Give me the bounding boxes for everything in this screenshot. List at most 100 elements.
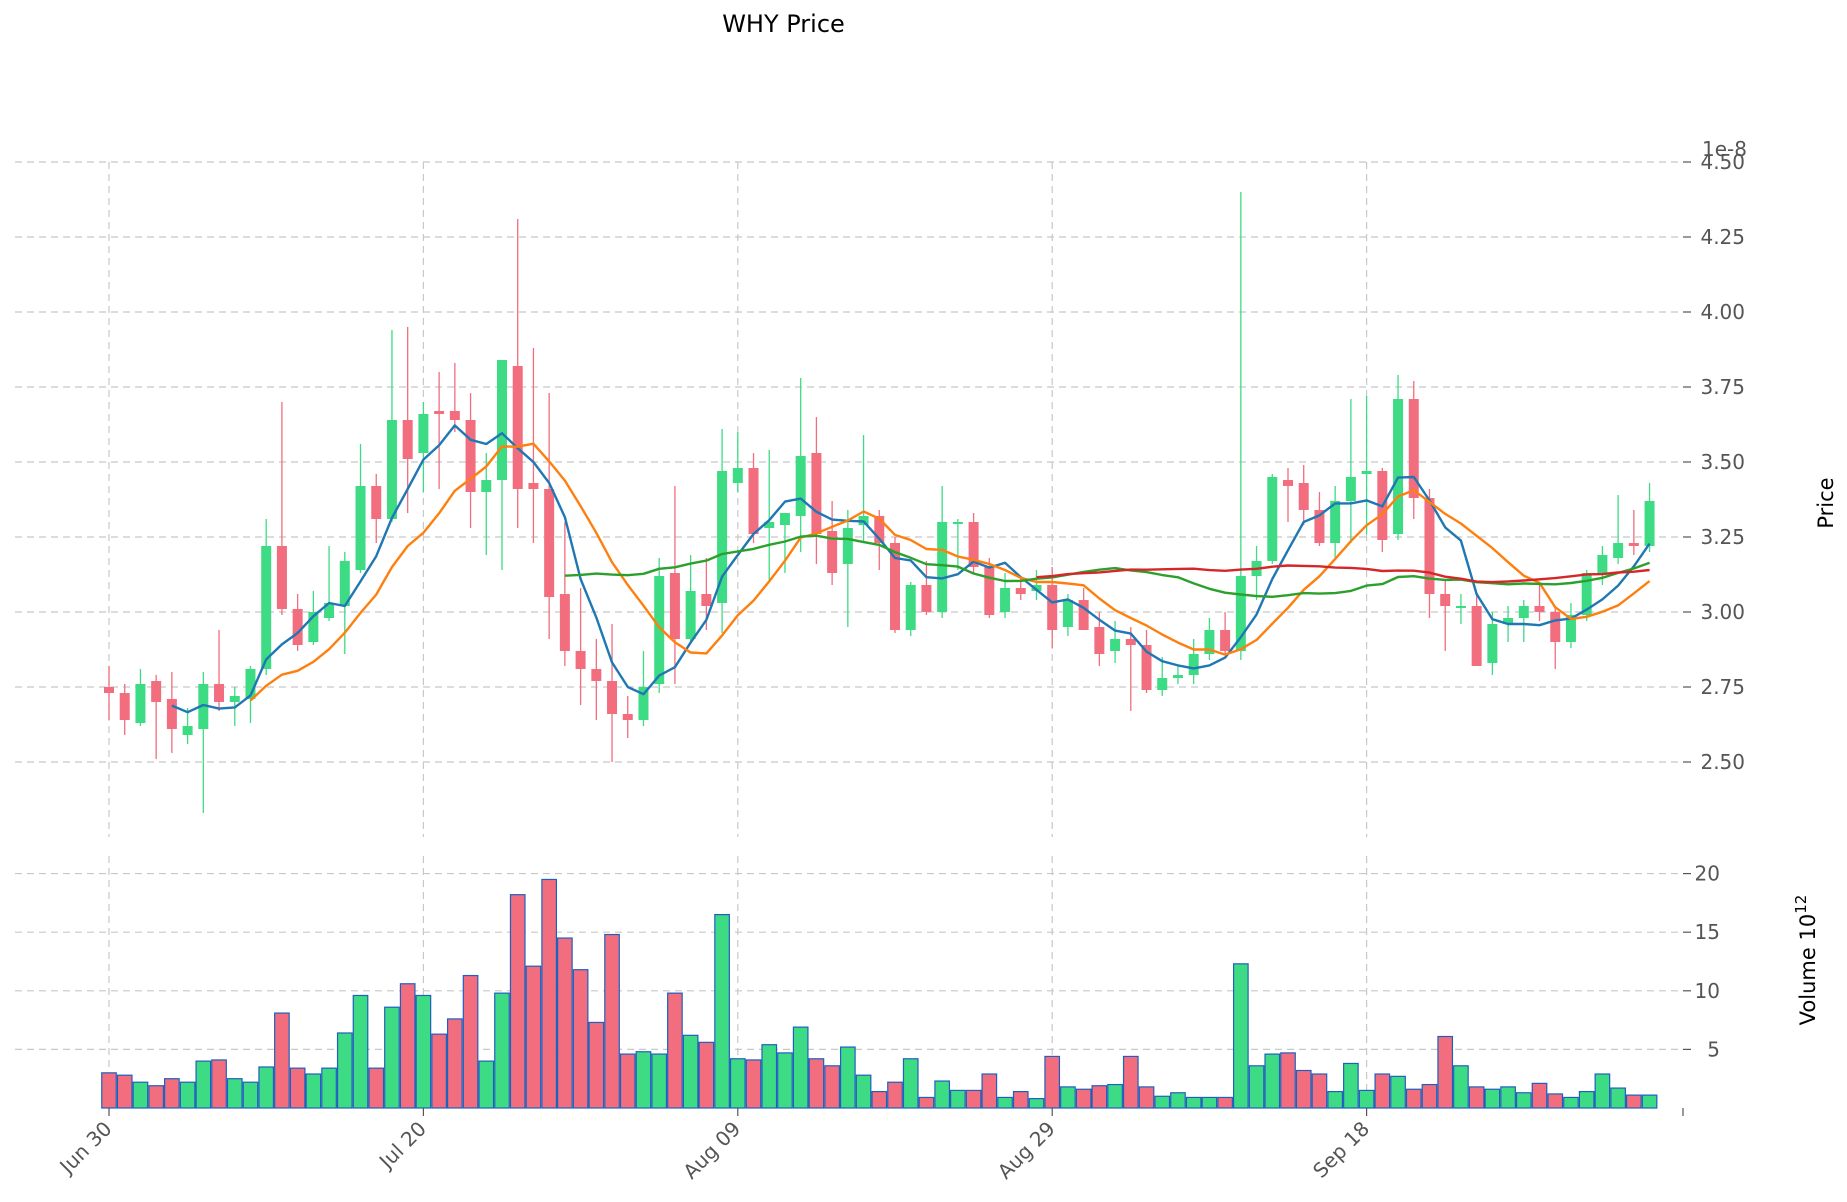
- candle-body: [1361, 471, 1372, 474]
- candle-body: [292, 609, 303, 645]
- volume-bars: [101, 878, 1658, 1109]
- volume-bar: [667, 992, 683, 1109]
- candle-body: [937, 522, 948, 612]
- volume-tick-label: 15: [1695, 920, 1720, 944]
- moving-average-lines: [171, 424, 1651, 714]
- price-tick-label: 4.25: [1700, 225, 1745, 249]
- candle-body: [874, 516, 885, 543]
- candle-body: [1550, 612, 1561, 642]
- volume-bar: [509, 894, 526, 1109]
- volume-bar: [588, 1021, 605, 1109]
- volume-bar: [1625, 1094, 1642, 1109]
- x-tick-label: Jul 20: [373, 1117, 431, 1175]
- volume-bar: [1610, 1087, 1626, 1109]
- candle-body: [591, 669, 602, 681]
- volume-tick-label: 20: [1695, 862, 1720, 886]
- price-tick-label: 2.75: [1700, 675, 1745, 699]
- volume-bar: [1185, 1096, 1202, 1109]
- candle-body: [607, 681, 618, 714]
- volume-bar: [1232, 963, 1249, 1109]
- volume-bar: [698, 1041, 715, 1109]
- volume-bar: [1641, 1094, 1658, 1109]
- candle-body: [402, 420, 413, 459]
- volume-bar: [1484, 1088, 1501, 1109]
- price-tick-label: 4.00: [1700, 300, 1745, 324]
- price-tick-label: 3.75: [1700, 375, 1745, 399]
- candle-body: [1125, 639, 1136, 645]
- candle-body: [481, 480, 492, 492]
- volume-bar: [1405, 1088, 1422, 1109]
- volume-bar: [1421, 1083, 1438, 1109]
- volume-bar: [525, 965, 542, 1109]
- candle-body: [465, 420, 476, 492]
- volume-bar: [1311, 1073, 1328, 1109]
- candle-body: [355, 486, 366, 570]
- chart-title: WHY Price: [722, 10, 845, 38]
- volume-bar: [352, 994, 369, 1109]
- candle-body: [842, 528, 853, 564]
- candle-body: [1455, 606, 1466, 608]
- volume-bar: [258, 1066, 275, 1109]
- volume-bar: [1138, 1086, 1155, 1109]
- volume-bar: [745, 1059, 762, 1109]
- volume-bar: [368, 1067, 385, 1109]
- price-tick-label: 3.25: [1700, 525, 1745, 549]
- volume-bar: [336, 1032, 353, 1109]
- volume-bar: [1531, 1082, 1548, 1109]
- candle-body: [748, 468, 759, 534]
- volume-bar: [1295, 1069, 1312, 1109]
- candle-body: [497, 360, 507, 480]
- candle-body: [104, 687, 114, 693]
- price-tick-label: 4.50: [1700, 150, 1745, 174]
- candle-body: [1235, 576, 1246, 651]
- volume-bar: [242, 1081, 259, 1109]
- candle-body: [654, 576, 665, 684]
- candle-body: [1031, 585, 1042, 591]
- candle-body: [1188, 654, 1199, 675]
- volume-bar: [494, 992, 510, 1109]
- volume-bar: [116, 1074, 133, 1109]
- volume-bar: [1468, 1086, 1485, 1109]
- candle-body: [151, 681, 162, 702]
- candle-body: [166, 699, 177, 729]
- candle-body: [559, 594, 570, 651]
- candle-body: [245, 669, 256, 699]
- candle-body: [669, 573, 680, 639]
- volume-bar: [1264, 1053, 1281, 1109]
- volume-bar: [1122, 1055, 1139, 1109]
- candle-body: [1518, 606, 1529, 618]
- volume-bar: [399, 983, 416, 1109]
- price-axis-label: Price: [1814, 477, 1838, 528]
- volume-bar: [950, 1089, 966, 1109]
- candle-body: [1000, 588, 1011, 612]
- candle-body: [764, 522, 775, 528]
- volume-bar: [1547, 1093, 1564, 1109]
- price-offset-label: 1e-8: [1702, 137, 1747, 161]
- volume-bar: [1343, 1062, 1359, 1109]
- candle-body: [1157, 678, 1168, 690]
- candle-body: [1628, 543, 1639, 546]
- volume-bar: [1578, 1090, 1595, 1109]
- candle-body: [1503, 618, 1514, 624]
- volume-bar: [1075, 1088, 1092, 1109]
- volume-bar: [981, 1073, 998, 1109]
- candle-body: [386, 420, 397, 519]
- volume-bar: [305, 1073, 322, 1109]
- volume-bar: [148, 1085, 165, 1109]
- volume-bar: [1374, 1073, 1391, 1109]
- volume-bar: [179, 1081, 196, 1109]
- volume-bar: [682, 1034, 699, 1109]
- volume-bar: [997, 1096, 1013, 1109]
- volume-bar: [541, 878, 558, 1109]
- axes: 2.50 2.75 3.00 3.25 3.50 3.75 4.00 4.25 4.50 5 10 1…: [54, 137, 1838, 1184]
- candle-body: [324, 603, 335, 618]
- candle-body: [1220, 630, 1231, 651]
- volume-bar: [729, 1058, 746, 1109]
- candle-body: [685, 591, 696, 639]
- volume-bar: [1280, 1052, 1296, 1109]
- volume-bar: [824, 1065, 840, 1109]
- volume-bar: [446, 1018, 463, 1109]
- candle-body: [1597, 555, 1608, 573]
- candle-body: [1408, 399, 1419, 498]
